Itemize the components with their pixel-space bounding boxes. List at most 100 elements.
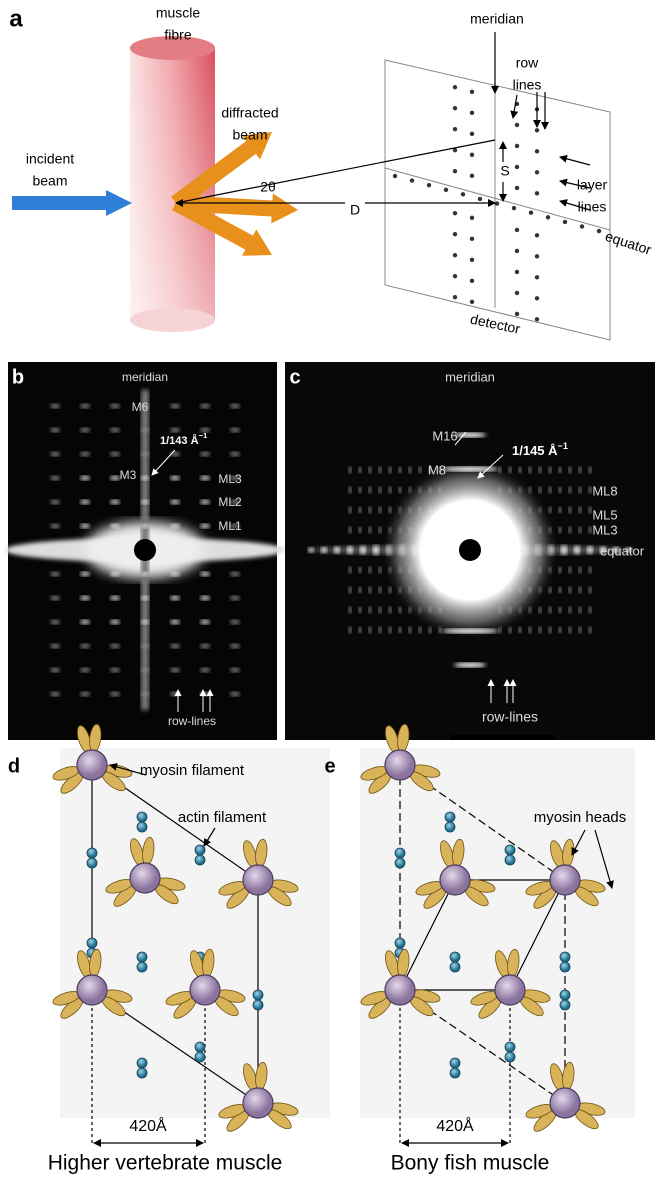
diffraction-spot (349, 567, 352, 573)
diffraction-spot (559, 607, 562, 613)
actin-filament (445, 822, 455, 832)
diffraction-spot (453, 127, 457, 131)
actin-filament (195, 1042, 205, 1052)
diffraction-spot (369, 627, 372, 633)
diffraction-spot (369, 527, 372, 533)
diffraction-spot (515, 291, 519, 295)
diffraction-spot (470, 90, 474, 94)
diffraction-spot (200, 524, 210, 528)
diffraction-spot (589, 527, 592, 533)
diffraction-spot (369, 487, 372, 493)
diffraction-spot (546, 215, 550, 219)
diffraction-spot (230, 644, 240, 648)
incident-beam (12, 190, 132, 216)
diffraction-spot (373, 545, 379, 555)
diffraction-spot (347, 546, 353, 554)
diffraction-spot (170, 476, 180, 480)
diffraction-spot (512, 206, 516, 210)
diffraction-spot (110, 500, 120, 504)
diffraction-spot (80, 524, 90, 528)
diffraction-spot (535, 191, 539, 195)
panel-label: a (9, 5, 23, 32)
spacing-exponent: −1 (199, 431, 208, 440)
diffraction-spot (515, 144, 519, 148)
spacing-exponent: −1 (558, 441, 568, 451)
diffraction-spot (579, 607, 582, 613)
diffraction-spot (574, 546, 580, 555)
diffraction-spot (535, 254, 539, 258)
diffraction-spot (369, 507, 372, 513)
layer-lines-label: lines (578, 199, 607, 215)
layer-line-label: ML3 (218, 472, 242, 486)
diffraction-spot (597, 229, 601, 233)
diffraction-spot (359, 567, 362, 573)
diffraction-spot (80, 620, 90, 624)
diffraction-spot (389, 627, 392, 633)
diffraction-spot (110, 572, 120, 576)
diffraction-spot (170, 404, 180, 408)
diffraction-spot (321, 547, 327, 553)
meridian-label: meridian (445, 369, 495, 384)
diffraction-spot (389, 487, 392, 493)
diffraction-spot (141, 476, 149, 480)
diffraction-spot (80, 596, 90, 600)
diffraction-spot (470, 111, 474, 115)
diffraction-spot (50, 404, 60, 408)
diffraction-spot (110, 692, 120, 696)
lattice-background (360, 748, 635, 1118)
diffraction-spot (559, 567, 562, 573)
row-lines-label: row (516, 55, 539, 71)
diffraction-spot (80, 404, 90, 408)
diffraction-spot (579, 627, 582, 633)
diffraction-spot (80, 452, 90, 456)
myosin-filament (550, 1088, 580, 1118)
layer-line-label: ML2 (218, 495, 242, 509)
spacing-label: 420Å (129, 1116, 167, 1135)
diffraction-spot (334, 546, 340, 553)
diffraction-spot (453, 85, 457, 89)
diffraction-spot (359, 467, 362, 473)
diffraction-spot (110, 620, 120, 624)
fibre-label: fibre (164, 27, 191, 43)
diffraction-spot (589, 627, 592, 633)
lattice-background (60, 748, 330, 1118)
actin-filament (395, 848, 405, 858)
caption: Higher vertebrate muscle (48, 1152, 283, 1175)
diffraction-spot (349, 467, 352, 473)
diffraction-spot (110, 524, 120, 528)
myosin-filament (495, 975, 525, 1005)
actin-filament (505, 845, 515, 855)
diffraction-spot (379, 487, 382, 493)
diffraction-spot (200, 476, 210, 480)
diffraction-spot (230, 692, 240, 696)
reflection-label: M16 (432, 428, 457, 443)
row-lines-label: lines (513, 77, 542, 93)
diffraction-spot (559, 527, 562, 533)
diffraction-spot (379, 627, 382, 633)
diffraction-spot (349, 607, 352, 613)
spacing-text: 1/143 Å (160, 434, 199, 447)
diffraction-spot (230, 668, 240, 672)
diffraction-spot (359, 487, 362, 493)
diffraction-spot (141, 452, 149, 456)
actin-filament (195, 845, 205, 855)
diffraction-spot (529, 467, 532, 473)
diffraction-spot (515, 186, 519, 190)
diffraction-spot (80, 668, 90, 672)
diffraction-spot (579, 507, 582, 513)
diffraction-spot (589, 467, 592, 473)
diffraction-spot (379, 467, 382, 473)
diffraction-spot (399, 467, 402, 473)
distance-label: D (350, 202, 360, 218)
diffraction-spot (50, 668, 60, 672)
diffraction-spot (359, 507, 362, 513)
diffraction-spot (80, 476, 90, 480)
diffraction-spot (535, 233, 539, 237)
diffraction-spot (470, 300, 474, 304)
diffraction-spot (80, 572, 90, 576)
diffraction-spot (170, 500, 180, 504)
diffraction-spot (110, 596, 120, 600)
figure: amusclefibreincidentbeamdiffractedbeamD2… (0, 0, 655, 1177)
diffraction-spot (470, 216, 474, 220)
beam-stop (459, 539, 481, 561)
